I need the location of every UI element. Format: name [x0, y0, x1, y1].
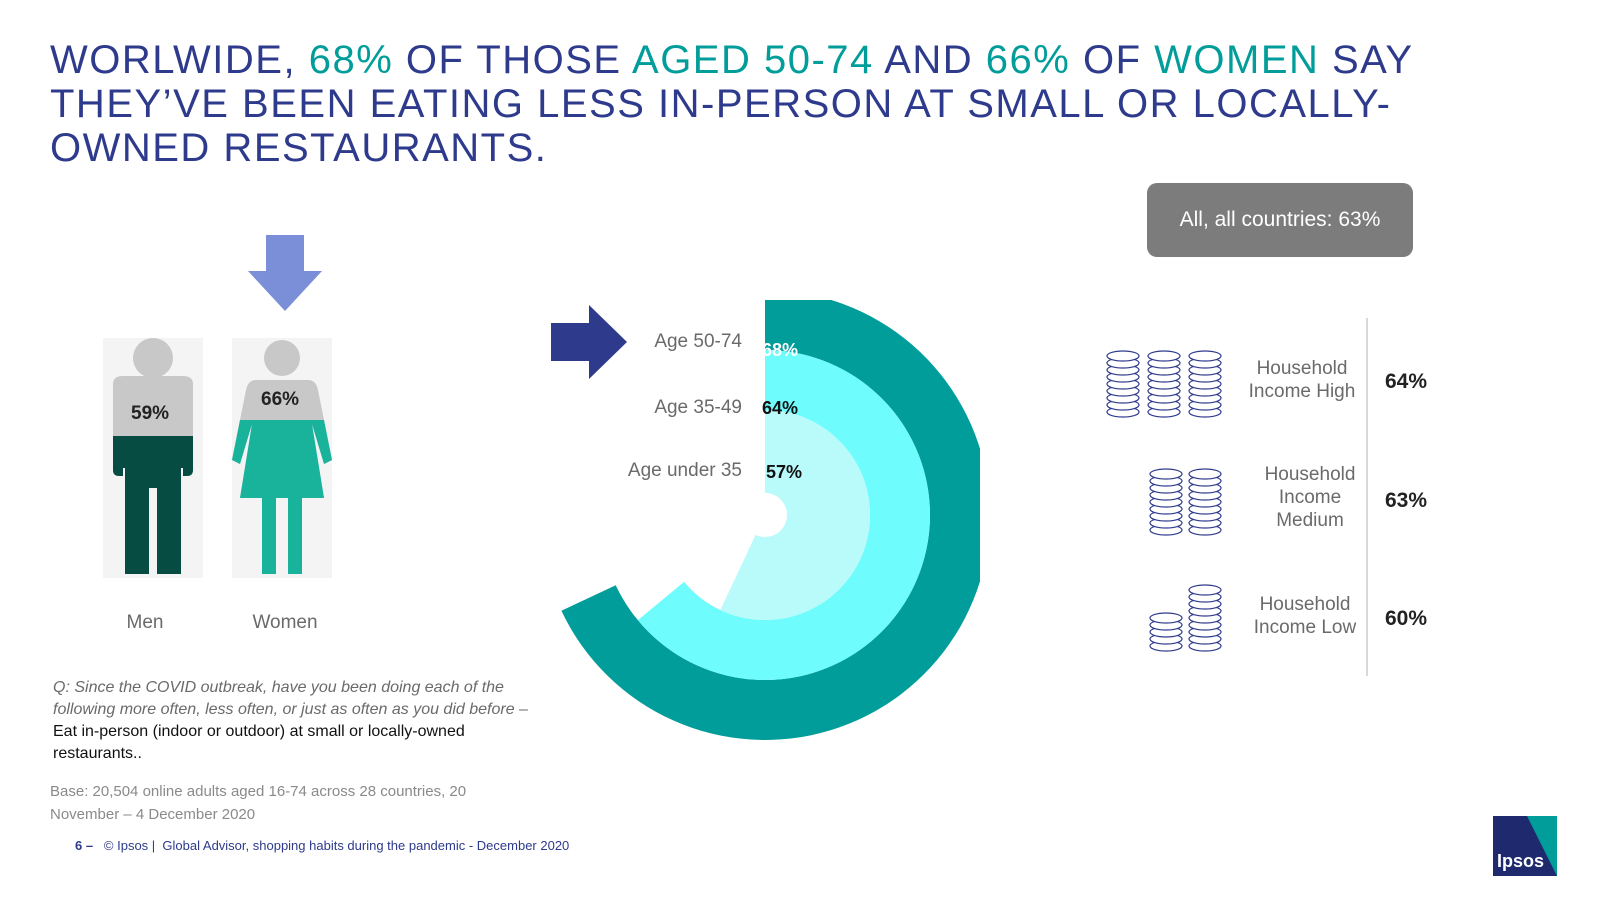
age-label-50-74: Age 50-74 — [654, 331, 742, 352]
base-note: Base: 20,504 online adults aged 16-74 ac… — [50, 783, 467, 823]
income-pct-low: 60% — [1385, 607, 1428, 630]
men-label: Men — [126, 612, 164, 633]
income-label-medium: Household Income Medium — [1264, 464, 1356, 531]
income-label-high: Household Income High — [1248, 358, 1356, 402]
title-part: WORLWIDE, — [50, 38, 309, 82]
source-text: Global Advisor, shopping habits during t… — [162, 838, 570, 853]
age-pct-35-49: 64% — [762, 398, 799, 418]
ring-age-under-35 — [720, 410, 870, 620]
question-answer: Eat in-person (indoor or outdoor) at sma… — [53, 723, 465, 762]
title-highlight: 66% — [985, 38, 1071, 82]
arrow-right-icon — [551, 305, 627, 379]
page-number: 6 – — [75, 838, 94, 853]
logo-text: Ipsos — [1497, 851, 1545, 871]
man-icon — [113, 338, 193, 574]
slide-title: WORLWIDE, 68% OF THOSE AGED 50-74 AND 66… — [50, 38, 1470, 170]
copyright: © Ipsos | — [103, 838, 156, 853]
women-percentage: 66% — [261, 389, 300, 410]
coin-stack-icon — [1149, 468, 1222, 536]
age-pct-50-74: 68% — [762, 340, 799, 360]
income-divider — [1366, 318, 1368, 676]
coin-stack-icon — [1106, 350, 1222, 418]
question-text: Q: Since the COVID outbreak, have you be… — [53, 677, 533, 765]
title-part: SAY THEY’VE BEEN EATING LESS IN-PERSON A… — [50, 38, 1413, 170]
woman-icon — [232, 340, 332, 574]
coin-stack-icon — [1149, 584, 1222, 652]
income-pct-high: 64% — [1385, 370, 1428, 393]
age-label-under-35: Age under 35 — [627, 460, 742, 481]
title-part: AND — [873, 38, 986, 82]
ipsos-logo: Ipsos — [1493, 816, 1557, 876]
footer: 6 – © Ipsos | Global Advisor, shopping h… — [75, 838, 569, 853]
men-percentage: 59% — [131, 403, 170, 424]
ring-age-35-49 — [637, 350, 930, 680]
title-part: OF — [1070, 38, 1155, 82]
title-highlight: 68% — [308, 38, 394, 82]
all-countries-badge: All, all countries: 63% — [1147, 183, 1413, 257]
age-pct-under-35: 57% — [766, 462, 803, 482]
title-highlight: WOMEN — [1154, 38, 1320, 82]
income-label-low: Household Income Low — [1253, 594, 1357, 638]
age-label-35-49: Age 35-49 — [654, 397, 742, 418]
title-highlight: AGED 50-74 — [632, 38, 874, 82]
title-part: OF THOSE — [393, 38, 633, 82]
income-pct-medium: 63% — [1385, 489, 1428, 512]
arrow-down-icon — [248, 235, 322, 311]
women-label: Women — [252, 612, 318, 633]
age-donut-chart — [561, 300, 980, 740]
question-prompt: Q: Since the COVID outbreak, have you be… — [53, 679, 528, 718]
